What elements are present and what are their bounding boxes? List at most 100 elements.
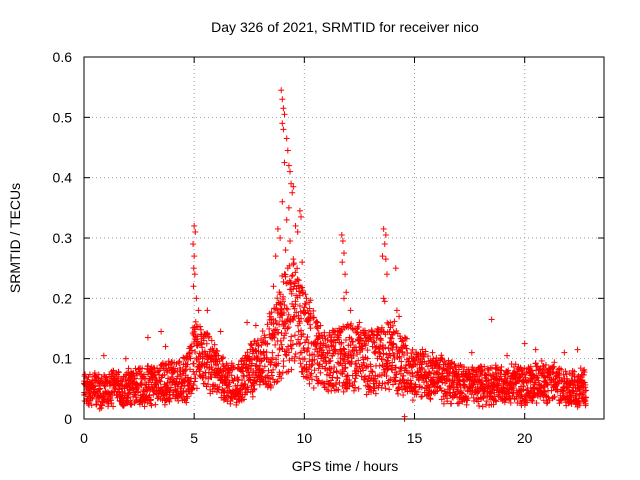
data-point — [492, 397, 499, 404]
data-point — [291, 353, 298, 360]
data-point — [309, 361, 316, 368]
data-point — [270, 283, 277, 290]
data-point — [290, 256, 297, 263]
data-point — [181, 382, 188, 389]
data-point — [259, 339, 266, 346]
data-point — [172, 365, 179, 372]
data-point — [389, 359, 396, 366]
data-point — [479, 403, 486, 410]
data-point — [392, 378, 399, 385]
data-point — [192, 375, 199, 382]
data-point — [145, 362, 152, 369]
data-point — [313, 324, 320, 331]
data-point — [341, 346, 348, 353]
data-point — [291, 332, 298, 339]
data-point — [520, 386, 527, 393]
data-point — [110, 403, 117, 410]
data-point — [398, 358, 405, 365]
x-tick-label: 0 — [80, 430, 88, 446]
data-point — [429, 349, 436, 356]
data-point — [355, 324, 362, 331]
data-point — [196, 368, 203, 375]
data-point — [302, 374, 309, 381]
data-point — [174, 388, 181, 395]
data-point — [285, 311, 292, 318]
data-point — [444, 398, 451, 405]
data-point — [281, 111, 288, 118]
data-point — [340, 388, 347, 395]
data-point — [292, 222, 299, 229]
data-point — [309, 314, 316, 321]
data-point — [297, 360, 304, 367]
data-point — [314, 336, 321, 343]
data-point — [438, 352, 445, 359]
data-point — [398, 338, 405, 345]
data-point — [384, 319, 391, 326]
data-point — [259, 369, 266, 376]
data-point — [190, 283, 197, 290]
x-axis-label: GPS time / hours — [292, 458, 399, 474]
data-point — [302, 301, 309, 308]
data-point — [352, 384, 359, 391]
data-point — [413, 391, 420, 398]
data-point — [389, 322, 396, 329]
data-point — [282, 351, 289, 358]
data-point — [337, 370, 344, 377]
data-point — [580, 367, 587, 374]
data-point — [192, 228, 199, 235]
data-point — [334, 359, 341, 366]
data-point — [92, 383, 99, 390]
data-point — [582, 381, 589, 388]
data-point — [534, 375, 541, 382]
chart-title: Day 326 of 2021, SRMTID for receiver nic… — [211, 19, 479, 35]
data-point — [289, 189, 296, 196]
data-point — [301, 310, 308, 317]
data-point — [279, 120, 286, 127]
data-point — [125, 365, 132, 372]
data-point — [308, 362, 315, 369]
data-point — [581, 369, 588, 376]
data-point — [105, 400, 112, 407]
y-tick-label: 0 — [64, 411, 72, 427]
data-point — [479, 367, 486, 374]
data-point — [387, 376, 394, 383]
data-point — [88, 402, 95, 409]
data-point — [355, 357, 362, 364]
data-point — [294, 228, 301, 235]
data-point — [418, 384, 425, 391]
data-point — [239, 377, 246, 384]
data-point — [278, 311, 285, 318]
data-point — [293, 309, 300, 316]
data-point — [364, 378, 371, 385]
data-point — [158, 328, 165, 335]
data-point — [272, 253, 279, 260]
data-point — [424, 353, 431, 360]
data-point — [464, 395, 471, 402]
data-point — [276, 346, 283, 353]
data-point — [144, 334, 151, 341]
data-point — [308, 370, 315, 377]
data-point — [342, 271, 349, 278]
data-point — [403, 335, 410, 342]
data-point — [281, 159, 288, 166]
data-point — [98, 375, 105, 382]
data-point — [290, 261, 297, 268]
data-point — [206, 333, 213, 340]
data-point — [376, 362, 383, 369]
data-point — [299, 284, 306, 291]
data-point — [348, 320, 355, 327]
data-point — [414, 388, 421, 395]
data-point — [327, 357, 334, 364]
data-point — [563, 371, 570, 378]
data-point — [217, 328, 224, 335]
data-point — [296, 207, 303, 214]
data-point — [260, 367, 267, 374]
data-point — [272, 341, 279, 348]
data-point — [193, 385, 200, 392]
data-point — [301, 304, 308, 311]
data-point — [574, 346, 581, 353]
data-point — [341, 368, 348, 375]
data-point — [183, 399, 190, 406]
data-point — [400, 392, 407, 399]
data-point — [289, 341, 296, 348]
